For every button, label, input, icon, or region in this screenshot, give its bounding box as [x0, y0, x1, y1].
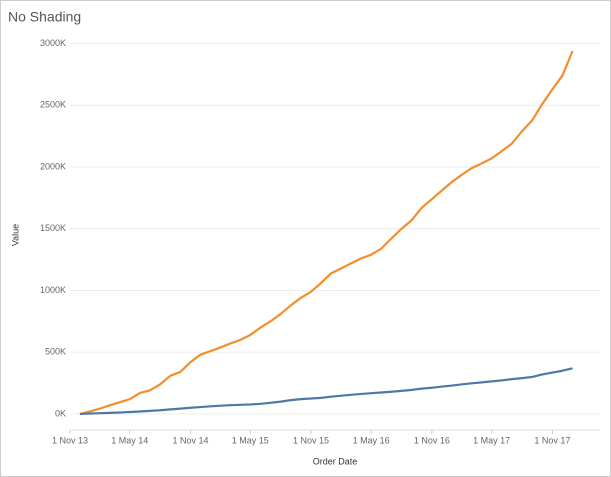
- x-tick-label: 1 May 17: [473, 435, 510, 445]
- series-line: [79, 367, 573, 416]
- x-tick-label: 1 May 15: [232, 435, 269, 445]
- x-tick-label: 1 Nov 14: [173, 435, 209, 445]
- x-tick-label: 1 Nov 16: [414, 435, 450, 445]
- y-tick-label: 1000K: [40, 285, 66, 295]
- y-axis-label: Value: [10, 224, 20, 246]
- x-tick-label: 1 May 14: [111, 435, 148, 445]
- x-tick-label: 1 Nov 17: [534, 435, 570, 445]
- y-tick-label: 500K: [45, 347, 66, 357]
- chart-title: No Shading: [8, 9, 81, 25]
- x-tick-label: 1 May 16: [353, 435, 390, 445]
- series-line: [79, 50, 574, 416]
- y-tick-label: 3000K: [40, 38, 66, 48]
- y-tick-label: 0K: [55, 408, 66, 418]
- x-tick-label: 1 Nov 15: [293, 435, 329, 445]
- x-tick-label: 1 Nov 13: [52, 435, 88, 445]
- x-axis-label: Order Date: [313, 456, 358, 466]
- y-tick-label: 1500K: [40, 223, 66, 233]
- y-tick-label: 2000K: [40, 161, 66, 171]
- y-tick-label: 2500K: [40, 100, 66, 110]
